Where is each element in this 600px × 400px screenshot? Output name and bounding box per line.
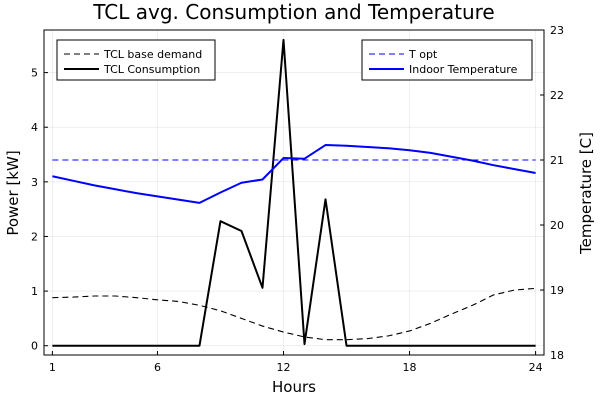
- y-right-tick-label: 20: [550, 219, 564, 232]
- y-right-tick-label: 18: [550, 349, 564, 362]
- legend-label: TCL base demand: [103, 48, 202, 61]
- y-left-tick-label: 0: [31, 340, 38, 353]
- y-right-tick-label: 19: [550, 284, 564, 297]
- y-axis-label-right: Temperature [C]: [577, 132, 595, 255]
- x-tick-label: 6: [154, 361, 161, 374]
- y-right-tick-label: 21: [550, 154, 564, 167]
- y-left-tick-label: 1: [31, 285, 38, 298]
- x-tick-label: 12: [276, 361, 290, 374]
- y-left-tick-label: 4: [31, 121, 38, 134]
- y-left-tick-label: 5: [31, 67, 38, 80]
- legend-right-box: [361, 39, 533, 81]
- legend-label: TCL Consumption: [103, 63, 200, 76]
- plot-frame: [43, 29, 545, 356]
- x-tick-label: 24: [529, 361, 543, 374]
- legend-left: TCL base demand TCL Consumption: [56, 39, 216, 81]
- y-right-tick-label: 22: [550, 89, 564, 102]
- x-tick-label: 1: [49, 361, 56, 374]
- legend-label: T opt: [408, 48, 438, 61]
- y-left-tick-label: 3: [31, 176, 38, 189]
- y-axis-label-left: Power [kW]: [4, 150, 22, 235]
- chart-title: TCL avg. Consumption and Temperature: [92, 0, 495, 24]
- x-axis-label: Hours: [272, 378, 316, 396]
- y-left-tick-label: 2: [31, 230, 38, 243]
- legend-right: T opt Indoor Temperature: [361, 39, 533, 81]
- series-line-0: [52, 287, 536, 341]
- series-line-3: [52, 144, 536, 204]
- x-tick-label: 18: [403, 361, 417, 374]
- y-right-tick-label: 23: [550, 24, 564, 37]
- series-line-1: [52, 38, 536, 347]
- legend-left-box: [56, 39, 216, 81]
- legend-label: Indoor Temperature: [409, 63, 518, 76]
- plot-series: [52, 38, 536, 347]
